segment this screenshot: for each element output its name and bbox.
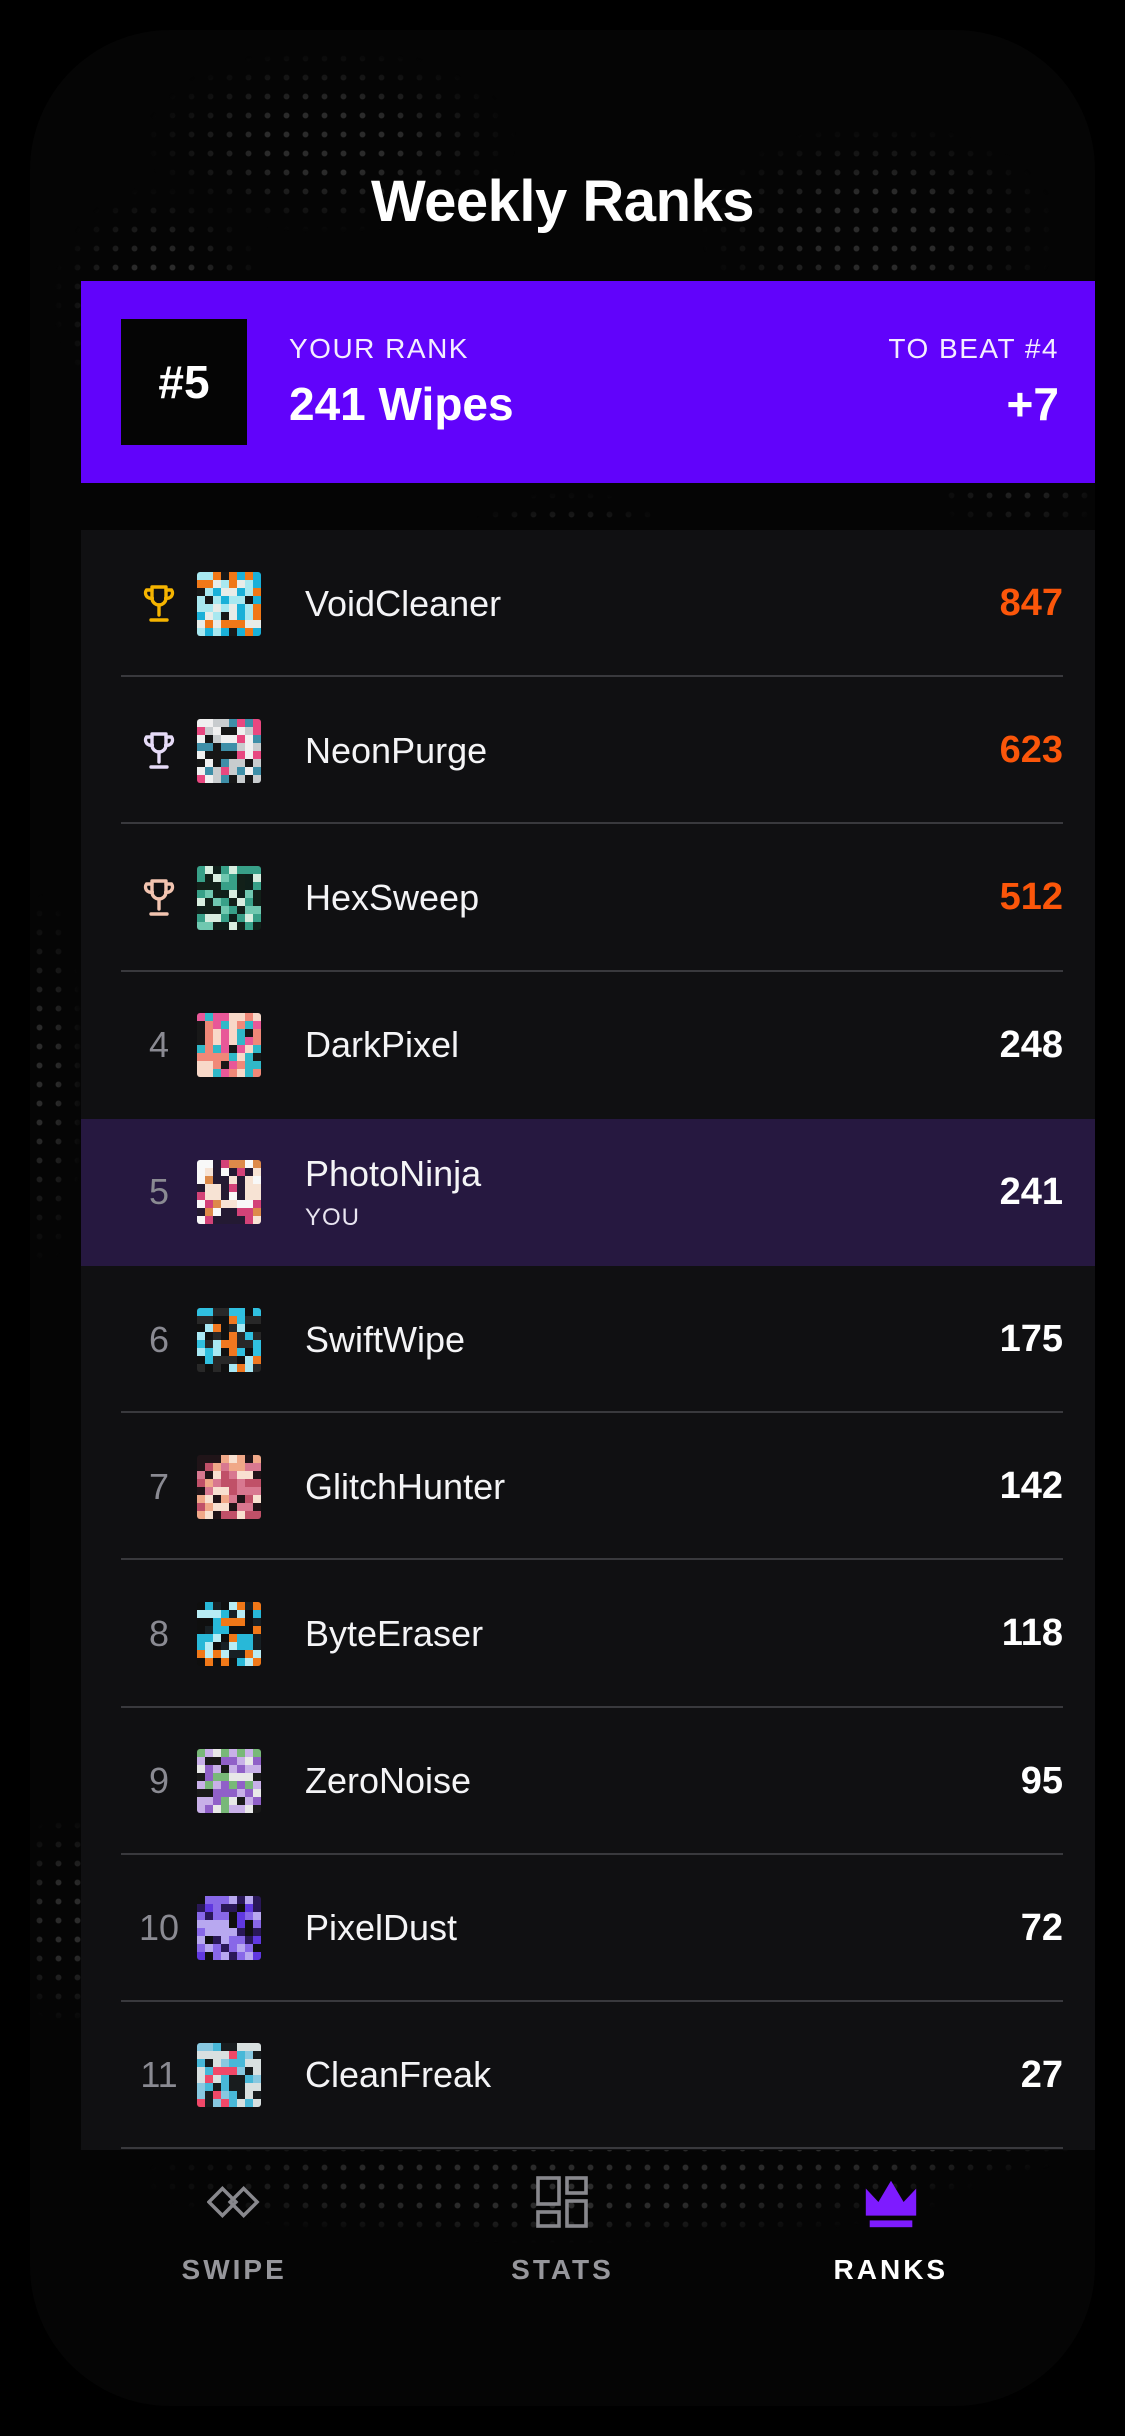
your-rank-value: 241 Wipes [289, 378, 514, 430]
player-name: HexSweep [305, 876, 480, 918]
app-screen: Weekly Ranks #5 YOUR RANK 241 Wipes TO B… [30, 30, 1095, 2406]
page-title: Weekly Ranks [370, 169, 755, 234]
player-score: 623 [999, 729, 1063, 772]
player-avatar [197, 865, 261, 930]
stats-grid-icon [536, 2176, 589, 2228]
leaderboard-row[interactable]: 11 CleanFreak 27 [81, 2002, 1095, 2150]
player-score: 241 [999, 1170, 1063, 1213]
player-score: 95 [1020, 1759, 1063, 1802]
rank-number: 9 [148, 1760, 170, 1802]
player-avatar [197, 1160, 261, 1225]
player-score: 248 [999, 1023, 1063, 1066]
player-avatar [197, 1896, 261, 1961]
leaderboard-row[interactable]: 7 GlitchHunter 142 [81, 1413, 1095, 1561]
tab-stats-label: STATS [511, 2254, 614, 2285]
rank-number: 6 [148, 1318, 170, 1360]
leaderboard-row[interactable]: 9 ZeroNoise 95 [81, 1708, 1095, 1855]
player-name: PhotoNinja [305, 1152, 482, 1194]
player-name: ZeroNoise [305, 1760, 472, 1802]
leaderboard-row[interactable]: HexSweep 512 [81, 824, 1095, 972]
player-avatar [197, 718, 261, 783]
your-rank-label: YOUR RANK [289, 333, 469, 364]
tab-swipe-label: SWIPE [181, 2254, 287, 2285]
player-avatar [197, 2043, 261, 2108]
crown-icon [865, 2180, 916, 2228]
leaderboard-row[interactable]: NeonPurge 623 [81, 677, 1095, 825]
leaderboard-row[interactable]: 5 PhotoNinja YOU 241 [81, 1118, 1095, 1266]
player-score: 512 [999, 876, 1063, 919]
player-name: SwiftWipe [305, 1318, 466, 1360]
rank-number: 11 [140, 2054, 178, 2096]
player-score: 142 [999, 1465, 1063, 1508]
leaderboard: VoidCleaner 847 NeonPurge 623 [81, 530, 1095, 2150]
player-name: ByteEraser [305, 1612, 484, 1654]
you-badge: YOU [305, 1203, 361, 1231]
player-name: PixelDust [305, 1907, 458, 1949]
player-score: 118 [1001, 1612, 1063, 1655]
player-score: 847 [999, 582, 1063, 625]
leaderboard-row[interactable]: 10 PixelDust 72 [81, 1855, 1095, 2003]
player-name: NeonPurge [305, 729, 488, 771]
your-rank-badge: #5 [121, 319, 247, 445]
player-name: GlitchHunter [305, 1465, 506, 1507]
leaderboard-row[interactable]: VoidCleaner 847 [81, 530, 1095, 678]
to-beat-delta: +7 [1006, 378, 1059, 430]
player-score: 27 [1020, 2053, 1063, 2096]
trophy-icon [143, 584, 175, 622]
player-score: 72 [1020, 1906, 1063, 1949]
player-avatar [197, 1454, 261, 1519]
player-avatar [197, 1749, 261, 1814]
trophy-icon [143, 879, 175, 916]
player-avatar [197, 571, 261, 636]
player-name: CleanFreak [305, 2054, 492, 2096]
player-avatar [197, 1013, 261, 1078]
tab-ranks[interactable]: RANKS [727, 2170, 1055, 2340]
rank-number: 4 [148, 1024, 170, 1066]
leaderboard-row[interactable]: 8 ByteEraser 118 [81, 1560, 1095, 1708]
tab-ranks-label: RANKS [833, 2254, 949, 2285]
rank-number: 10 [138, 1907, 180, 1949]
leaderboard-row[interactable]: 4 DarkPixel 248 [81, 972, 1095, 1119]
tab-bar: SWIPE STATS RANKS [30, 2170, 1095, 2340]
tab-swipe[interactable]: SWIPE [70, 2170, 398, 2340]
your-rank-banner: #5 YOUR RANK 241 Wipes TO BEAT #4 +7 [81, 281, 1095, 483]
tab-stats[interactable]: STATS [398, 2170, 726, 2340]
player-score: 175 [999, 1318, 1063, 1361]
player-avatar [197, 1307, 261, 1372]
trophy-icon [143, 732, 175, 769]
rank-number: 5 [148, 1171, 170, 1213]
rank-number: 7 [148, 1465, 170, 1507]
player-name: DarkPixel [305, 1024, 460, 1066]
rank-number: 8 [148, 1612, 170, 1654]
player-avatar [197, 1601, 261, 1666]
to-beat-label: TO BEAT #4 [888, 333, 1059, 364]
leaderboard-row[interactable]: 6 SwiftWipe 175 [81, 1266, 1095, 1414]
player-name: VoidCleaner [305, 582, 502, 624]
swipe-cards-icon [207, 2186, 260, 2218]
